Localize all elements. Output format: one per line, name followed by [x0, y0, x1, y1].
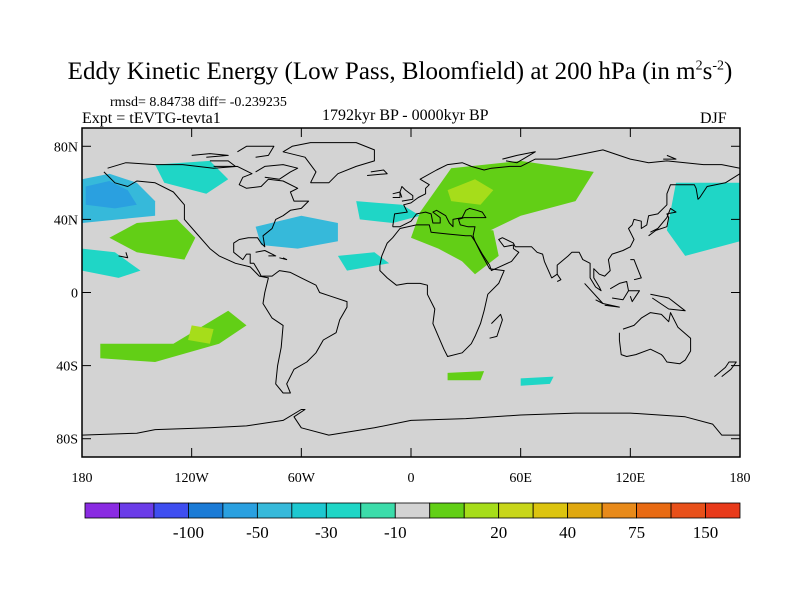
coastline-segment	[282, 142, 375, 184]
region-n-atlantic-subtropic-negative	[337, 252, 390, 271]
coastline-segment	[502, 151, 536, 164]
colorbar-box	[291, 502, 327, 519]
lon-tick-label: 0	[408, 471, 415, 486]
anomaly-regions	[82, 160, 740, 386]
coastline-segment	[367, 169, 388, 176]
colorbar-box	[429, 502, 465, 519]
coastline-segment	[392, 173, 740, 292]
colorbar-box	[188, 502, 224, 519]
experiment-label: Expt = tEVTG-tevta1	[82, 110, 221, 127]
coastline-segment	[392, 149, 740, 227]
coastline-segment	[255, 164, 299, 180]
colorbar-label: -100	[173, 523, 204, 542]
region-n-atlantic-west-negative	[255, 215, 338, 249]
region-n-pacific-west-negative-core	[85, 181, 137, 209]
coastline-segment	[489, 313, 503, 339]
lon-tick-label: 120E	[616, 471, 646, 486]
coastline-segment	[255, 250, 277, 257]
colorbar: -100 -50 -30 -10 20 40 75 150	[84, 502, 741, 542]
colorbar-box	[325, 502, 362, 519]
lon-tick-label: 60E	[509, 471, 532, 486]
lon-tick-label: 180	[730, 471, 751, 486]
coastline-segment	[279, 257, 288, 261]
region-s-pacific-positive	[100, 310, 247, 362]
coastline-segment	[191, 153, 229, 158]
coastline-segment	[602, 303, 620, 308]
colorbar-label: -50	[246, 523, 269, 542]
coastline-segment	[237, 145, 275, 158]
colorbar-box	[636, 502, 672, 519]
coastline-segment	[556, 273, 562, 282]
colorbar-box	[601, 502, 637, 519]
region-s-pacific-positive-core	[188, 325, 214, 344]
coastlines	[82, 142, 740, 436]
colorbar-box	[463, 502, 500, 519]
coastline-segment	[379, 224, 505, 357]
coastline-segment	[609, 281, 629, 301]
coastline-segment	[209, 160, 236, 167]
colorbar-box	[153, 502, 189, 519]
colorbar-box	[256, 502, 293, 519]
stats-text: rmsd= 8.84738 diff= -0.239235	[110, 95, 287, 110]
colorbar-box	[498, 502, 534, 519]
coastline-segment	[650, 293, 686, 312]
colorbar-box	[84, 502, 120, 519]
map-axes: 80N 40N 0 40S 80S 180 120W 60W 0 60E 120E 180	[54, 128, 751, 486]
region-n-pacific-central-positive	[109, 219, 196, 260]
colorbar-box	[360, 502, 396, 519]
lon-tick-label: 120W	[175, 471, 210, 486]
region-s-indian-small-negative	[520, 376, 554, 386]
colorbar-label: -10	[384, 523, 407, 542]
colorbar-label: 20	[490, 523, 507, 542]
coastline-segment	[103, 162, 348, 394]
period-label: 1792kyr BP - 0000kyr BP	[322, 107, 489, 124]
lon-tick-label: 60W	[288, 471, 316, 486]
lat-tick-label: 80N	[54, 140, 78, 155]
plot-title: Eddy Kinetic Energy (Low Pass, Bloomfiel…	[67, 58, 733, 85]
lat-tick-label: 40S	[56, 360, 78, 375]
season-label: DJF	[700, 110, 727, 127]
coastline-segment	[118, 252, 129, 259]
coastline-segment	[82, 409, 740, 436]
colorbar-label: 40	[559, 523, 576, 542]
region-gulf-of-alaska-negative	[155, 160, 229, 194]
coastline-segment	[648, 207, 677, 237]
coastline-segment	[663, 154, 677, 160]
coastline-segment	[630, 259, 642, 281]
lon-tick-label: 180	[72, 471, 93, 486]
region-n-pacific-east-negative-fringe	[666, 182, 740, 256]
coastline-segment	[618, 312, 692, 365]
colorbar-box	[532, 502, 569, 519]
colorbar-box	[222, 502, 258, 519]
coastline-segment	[392, 191, 401, 198]
colorbar-box	[119, 502, 155, 519]
lat-tick-label: 0	[71, 287, 78, 302]
colorbar-box	[567, 502, 603, 519]
region-s-indian-small-positive	[447, 371, 485, 381]
region-europe-positive-core	[447, 179, 494, 205]
coastline-segment	[714, 361, 737, 377]
colorbar-label: -30	[315, 523, 338, 542]
coastline-segment	[628, 290, 640, 303]
colorbar-box	[670, 502, 706, 519]
lat-tick-label: 40N	[54, 213, 78, 228]
colorbar-box	[394, 502, 431, 519]
colorbar-box	[705, 502, 741, 519]
lat-tick-label: 80S	[56, 433, 78, 448]
colorbar-label: 150	[693, 523, 719, 542]
colorbar-label: 75	[628, 523, 645, 542]
region-n-pacific-band-negative	[82, 248, 141, 278]
